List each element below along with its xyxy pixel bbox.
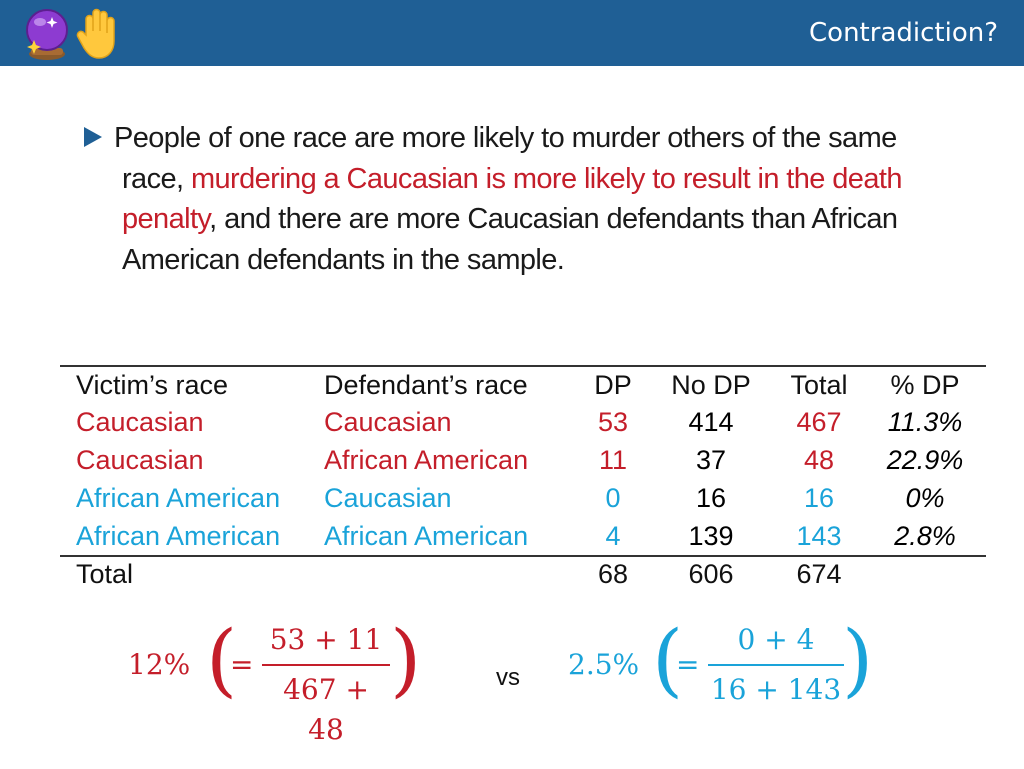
pct-dp-cell: 2.8% xyxy=(894,520,956,551)
dp-cell: 4 xyxy=(605,520,621,551)
total-cell: 16 xyxy=(803,482,835,513)
table-row: Caucasian African American 11 37 48 22.9… xyxy=(60,441,986,479)
no-dp-cell: 16 xyxy=(695,482,727,513)
formula-right-close-paren: ) xyxy=(842,613,874,706)
formula-left-value: 12% xyxy=(128,648,191,681)
table-total-row: Total 68 606 674 xyxy=(60,556,986,591)
formula-left-equals: = xyxy=(230,648,254,681)
total-pct-empty-cell xyxy=(864,556,986,591)
victim-race-cell: Caucasian xyxy=(76,406,204,437)
header-no-dp: No DP xyxy=(671,369,751,400)
bullet-triangle-icon xyxy=(84,127,102,147)
no-dp-cell: 37 xyxy=(695,444,727,475)
header-total: Total xyxy=(790,369,848,400)
table-row: Caucasian Caucasian 53 414 467 11.3% xyxy=(60,403,986,441)
victim-race-cell: Caucasian xyxy=(76,444,204,475)
pct-dp-cell: 22.9% xyxy=(886,444,964,475)
header-bar: Contradiction? xyxy=(0,0,1024,66)
death-penalty-table: Victim’s race Defendant’s race DP No DP … xyxy=(60,365,986,591)
pct-dp-cell: 11.3% xyxy=(887,406,963,437)
header-defendants-race: Defendant’s race xyxy=(324,369,528,400)
total-cell: 143 xyxy=(796,520,842,551)
header-victims-race: Victim’s race xyxy=(76,369,229,400)
defendant-race-cell: African American xyxy=(324,444,529,475)
total-cell: 467 xyxy=(796,406,842,437)
total-label: Total xyxy=(76,558,134,589)
formula-right-fraction: 0 + 4 16 + 143 xyxy=(708,620,844,710)
formula-left-fraction-bar xyxy=(262,664,390,666)
formula-left-numerator: 53 + 11 xyxy=(269,623,383,656)
header-pct-dp: % DP xyxy=(890,369,960,400)
no-dp-cell: 414 xyxy=(688,406,734,437)
total-empty-cell xyxy=(318,556,578,591)
defendant-race-cell: African American xyxy=(324,520,529,551)
crystal-ball-icon xyxy=(22,7,72,61)
raised-hand-icon xyxy=(76,7,124,61)
total-no-dp: 606 xyxy=(688,558,734,589)
pct-dp-cell: 0% xyxy=(905,482,945,513)
formula-right-fraction-bar xyxy=(708,664,844,666)
header-icons xyxy=(22,6,124,62)
no-dp-cell: 139 xyxy=(688,520,734,551)
vs-label: vs xyxy=(496,664,520,691)
formula-left: 12% ( = 53 + 11 467 + 48 ) xyxy=(128,613,428,747)
victim-race-cell: African American xyxy=(76,520,281,551)
formula-right-equals: = xyxy=(676,648,700,681)
defendant-race-cell: Caucasian xyxy=(324,482,452,513)
formula-right-value: 2.5% xyxy=(568,648,640,681)
defendant-race-cell: Caucasian xyxy=(324,406,452,437)
formula-right: 2.5% ( = 0 + 4 16 + 143 ) xyxy=(568,613,873,713)
table-header-row: Victim’s race Defendant’s race DP No DP … xyxy=(60,366,986,403)
dp-cell: 0 xyxy=(605,482,621,513)
bullet-text-highlight: murdering a Caucasian is more likely to … xyxy=(122,162,902,236)
total-cell: 48 xyxy=(803,444,835,475)
bullet-text-part1: People of one race are more likely to mu… xyxy=(114,122,897,195)
slide-title: Contradiction? xyxy=(809,18,998,48)
bullet-text-part3: , and there are more Caucasian defendant… xyxy=(122,203,898,276)
formula-right-numerator: 0 + 4 xyxy=(737,623,815,656)
table-row: African American African American 4 139 … xyxy=(60,517,986,556)
bullet-text: People of one race are more likely to mu… xyxy=(84,118,944,280)
formula-right-open-paren: ( xyxy=(652,613,684,706)
formula-right-denominator: 16 + 143 xyxy=(710,673,842,706)
formula-left-denominator: 467 + 48 xyxy=(283,673,369,746)
total-total: 674 xyxy=(796,558,842,589)
total-dp: 68 xyxy=(597,558,629,589)
formula-left-fraction: 53 + 11 467 + 48 xyxy=(262,620,390,750)
table-row: African American Caucasian 0 16 16 0% xyxy=(60,479,986,517)
formula-left-open-paren: ( xyxy=(206,613,238,706)
victim-race-cell: African American xyxy=(76,482,281,513)
bullet-point: People of one race are more likely to mu… xyxy=(84,118,944,280)
formula-left-close-paren: ) xyxy=(390,613,422,706)
header-dp: DP xyxy=(594,369,632,400)
dp-cell: 53 xyxy=(597,406,629,437)
dp-cell: 11 xyxy=(598,444,628,475)
